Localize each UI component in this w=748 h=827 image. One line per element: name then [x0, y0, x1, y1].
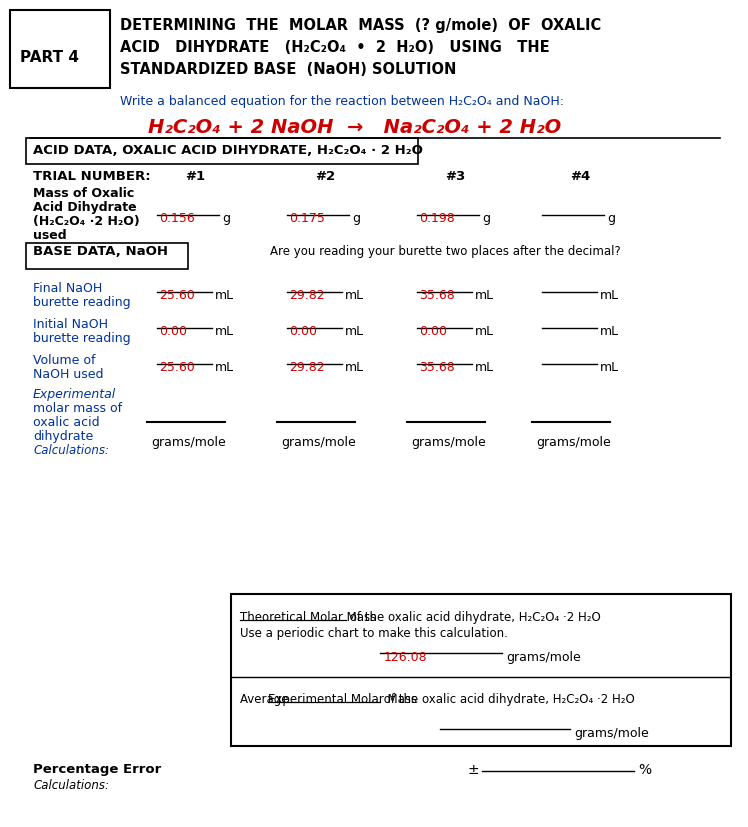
- Text: grams/mole: grams/mole: [506, 651, 580, 664]
- Text: Calculations:: Calculations:: [33, 444, 109, 457]
- Text: DETERMINING  THE  MOLAR  MASS  (? g/mole)  OF  OXALIC: DETERMINING THE MOLAR MASS (? g/mole) OF…: [120, 18, 601, 33]
- Text: 29.82: 29.82: [289, 289, 325, 302]
- Text: mL: mL: [600, 361, 619, 374]
- Text: mL: mL: [345, 289, 364, 302]
- Text: BASE DATA, NaOH: BASE DATA, NaOH: [33, 245, 168, 258]
- Text: mL: mL: [345, 325, 364, 338]
- Text: g: g: [607, 212, 615, 225]
- Text: Final NaOH: Final NaOH: [33, 282, 102, 295]
- Text: of the oxalic acid dihydrate, H₂C₂O₄ ·2 H₂O: of the oxalic acid dihydrate, H₂C₂O₄ ·2 …: [380, 693, 635, 706]
- Text: dihydrate: dihydrate: [33, 430, 94, 443]
- FancyBboxPatch shape: [10, 10, 110, 88]
- Text: Acid Dihydrate: Acid Dihydrate: [33, 201, 137, 214]
- Text: Experimental Molar Mass: Experimental Molar Mass: [268, 693, 417, 706]
- Text: grams/mole: grams/mole: [536, 436, 611, 449]
- Text: H₂C₂O₄ + 2 NaOH  →   Na₂C₂O₄ + 2 H₂O: H₂C₂O₄ + 2 NaOH → Na₂C₂O₄ + 2 H₂O: [148, 118, 561, 137]
- Text: NaOH used: NaOH used: [33, 368, 103, 381]
- Text: 25.60: 25.60: [159, 361, 194, 374]
- Text: Write a balanced equation for the reaction between H₂C₂O₄ and NaOH:: Write a balanced equation for the reacti…: [120, 95, 564, 108]
- Text: 29.82: 29.82: [289, 361, 325, 374]
- Text: mL: mL: [475, 289, 494, 302]
- Text: mL: mL: [215, 361, 234, 374]
- Text: mL: mL: [600, 325, 619, 338]
- Text: g: g: [222, 212, 230, 225]
- Text: ACID DATA, OXALIC ACID DIHYDRATE, H₂C₂O₄ · 2 H₂O: ACID DATA, OXALIC ACID DIHYDRATE, H₂C₂O₄…: [33, 144, 423, 157]
- Text: #3: #3: [445, 170, 465, 183]
- Text: Experimental: Experimental: [33, 388, 116, 401]
- Text: %: %: [638, 763, 651, 777]
- Text: 0.00: 0.00: [159, 325, 187, 338]
- Text: Mass of Oxalic: Mass of Oxalic: [33, 187, 134, 200]
- Text: 126.08: 126.08: [384, 651, 428, 664]
- Text: grams/mole: grams/mole: [411, 436, 485, 449]
- FancyBboxPatch shape: [26, 138, 418, 164]
- Text: 35.68: 35.68: [419, 289, 455, 302]
- FancyBboxPatch shape: [231, 594, 731, 746]
- FancyBboxPatch shape: [26, 243, 188, 269]
- Text: g: g: [482, 212, 490, 225]
- Text: Average: Average: [240, 693, 292, 706]
- Text: grams/mole: grams/mole: [281, 436, 356, 449]
- Text: 0.175: 0.175: [289, 212, 325, 225]
- Text: TRIAL NUMBER:: TRIAL NUMBER:: [33, 170, 150, 183]
- Text: 0.00: 0.00: [289, 325, 317, 338]
- Text: Are you reading your burette two places after the decimal?: Are you reading your burette two places …: [270, 245, 621, 258]
- Text: grams/mole: grams/mole: [151, 436, 226, 449]
- Text: mL: mL: [215, 289, 234, 302]
- Text: Volume of: Volume of: [33, 354, 96, 367]
- Text: mL: mL: [475, 361, 494, 374]
- Text: burette reading: burette reading: [33, 332, 131, 345]
- Text: burette reading: burette reading: [33, 296, 131, 309]
- Text: ±: ±: [468, 763, 479, 777]
- Text: mL: mL: [345, 361, 364, 374]
- Text: Theoretical Molar Mass: Theoretical Molar Mass: [240, 611, 376, 624]
- Text: used: used: [33, 229, 67, 242]
- Text: PART 4: PART 4: [20, 50, 79, 65]
- Text: of the oxalic acid dihydrate, H₂C₂O₄ ·2 H₂O: of the oxalic acid dihydrate, H₂C₂O₄ ·2 …: [346, 611, 601, 624]
- Text: (H₂C₂O₄ ·2 H₂O): (H₂C₂O₄ ·2 H₂O): [33, 215, 140, 228]
- Text: oxalic acid: oxalic acid: [33, 416, 99, 429]
- Text: 25.60: 25.60: [159, 289, 194, 302]
- Text: Initial NaOH: Initial NaOH: [33, 318, 108, 331]
- Text: Use a periodic chart to make this calculation.: Use a periodic chart to make this calcul…: [240, 627, 508, 640]
- Text: mL: mL: [600, 289, 619, 302]
- Text: 0.156: 0.156: [159, 212, 194, 225]
- Text: #2: #2: [315, 170, 335, 183]
- Text: ACID   DIHYDRATE   (H₂C₂O₄  •  2  H₂O)   USING   THE: ACID DIHYDRATE (H₂C₂O₄ • 2 H₂O) USING TH…: [120, 40, 550, 55]
- Text: g: g: [352, 212, 360, 225]
- Text: mL: mL: [215, 325, 234, 338]
- Text: molar mass of: molar mass of: [33, 402, 122, 415]
- Text: Calculations:: Calculations:: [33, 779, 109, 792]
- Text: mL: mL: [475, 325, 494, 338]
- Text: Percentage Error: Percentage Error: [33, 763, 162, 776]
- Text: grams/mole: grams/mole: [574, 727, 649, 740]
- Text: #1: #1: [185, 170, 205, 183]
- Text: 35.68: 35.68: [419, 361, 455, 374]
- Text: #4: #4: [570, 170, 590, 183]
- Text: 0.198: 0.198: [419, 212, 455, 225]
- Text: 0.00: 0.00: [419, 325, 447, 338]
- Text: STANDARDIZED BASE  (NaOH) SOLUTION: STANDARDIZED BASE (NaOH) SOLUTION: [120, 62, 456, 77]
